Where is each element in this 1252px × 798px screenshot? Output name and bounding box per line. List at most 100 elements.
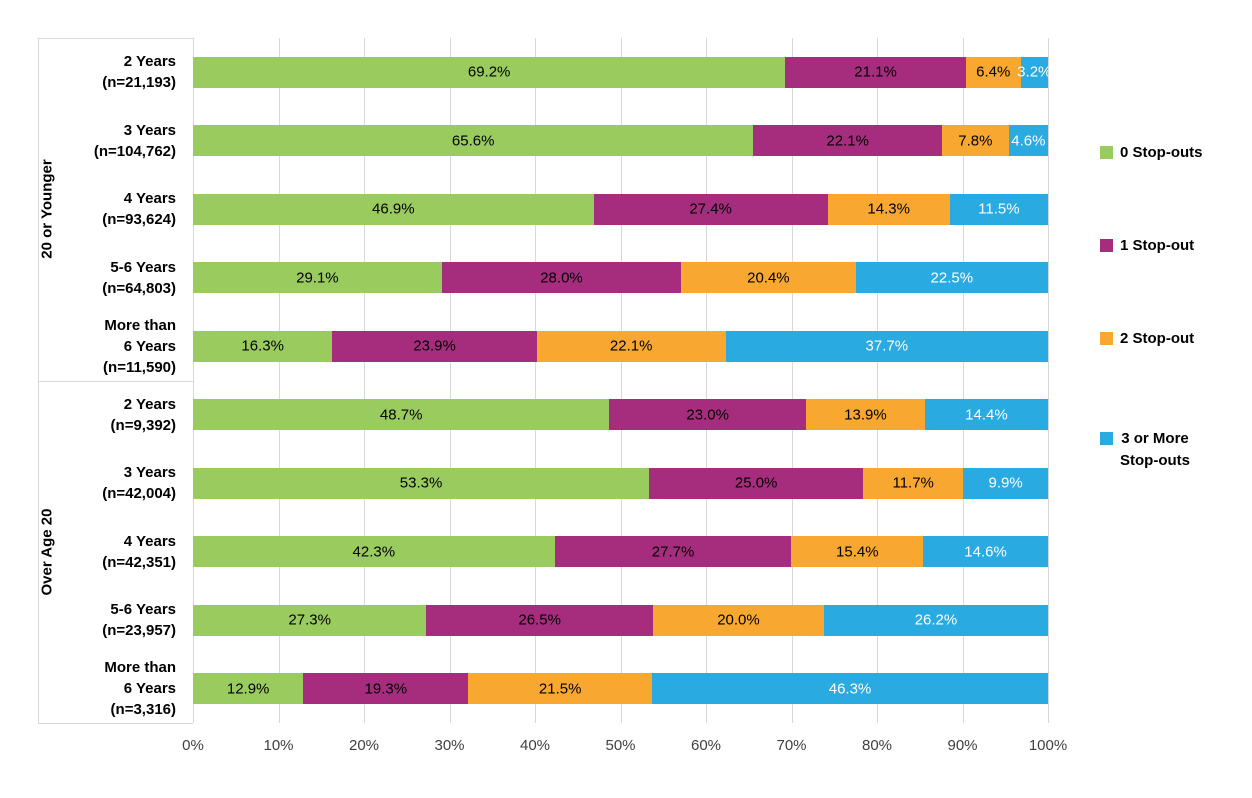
- category-label: 3 Years (n=42,004): [38, 449, 185, 518]
- bar-segment-2-stop-out: 15.4%: [791, 536, 924, 568]
- bar-segment-2-stop-out: 6.4%: [965, 56, 1021, 88]
- group-label-20-or-younger: 20 or Younger: [38, 159, 56, 259]
- x-axis-tick-label: 10%: [263, 737, 294, 754]
- data-label: 69.2%: [467, 63, 511, 81]
- data-label: 26.5%: [518, 611, 561, 629]
- data-label: 19.3%: [364, 680, 408, 698]
- category-label-line: 4 Years: [123, 190, 176, 208]
- x-axis-tick-label: 90%: [947, 737, 978, 754]
- bar-segment-2-stop-out: 11.7%: [863, 467, 964, 499]
- bar-segment-1-stop-out: 21.1%: [785, 56, 966, 88]
- legend-item-3-or-more-stop-outs: 3 or More Stop-outs: [1100, 428, 1190, 472]
- category-label: 4 Years (n=93,624): [38, 175, 185, 244]
- category-label-line: 5-6 Years: [110, 601, 176, 619]
- bar-row: 42.3% 27.7% 15.4% 14.6%: [193, 536, 1048, 568]
- x-axis-tick-label: 70%: [776, 737, 807, 754]
- legend-item-0-stop-outs: 0 Stop-outs: [1100, 142, 1203, 164]
- bar-segment-3-or-more-stop-outs: 11.5%: [949, 193, 1048, 225]
- category-label-line: (n=11,590): [103, 358, 176, 376]
- bar-segment-2-stop-out: 7.8%: [942, 125, 1009, 157]
- category-label-line: 5-6 Years: [110, 258, 176, 276]
- legend-label: 3 or More Stop-outs: [1120, 428, 1190, 472]
- legend-marker-icon: [1100, 432, 1113, 445]
- data-label: 22.5%: [930, 269, 974, 287]
- category-label-line: 6 Years: [123, 337, 176, 355]
- bar-segment-1-stop-out: 23.0%: [609, 399, 807, 431]
- legend-marker-icon: [1100, 146, 1113, 159]
- data-label: 11.5%: [978, 200, 1020, 218]
- legend-label-line: Stop-outs: [1120, 452, 1190, 469]
- x-axis-tick-label: 40%: [519, 737, 551, 754]
- data-label: 14.3%: [867, 200, 910, 218]
- bar-segment-1-stop-out: 28.0%: [441, 262, 682, 294]
- x-axis-tick-label: 20%: [348, 737, 380, 754]
- category-label: 4 Years (n=42,351): [38, 518, 185, 587]
- legend-label: 1 Stop-out: [1120, 235, 1194, 257]
- legend-label-line: 0 Stop-outs: [1120, 144, 1203, 161]
- bar-segment-1-stop-out: 25.0%: [649, 467, 864, 499]
- bar-segment-3-or-more-stop-outs: 14.6%: [923, 536, 1048, 568]
- group-separator-line: [38, 380, 193, 382]
- x-axis-tick-label: 80%: [861, 737, 893, 754]
- x-axis-tick-label: 30%: [434, 737, 465, 754]
- data-label: 12.9%: [226, 680, 270, 698]
- data-label: 42.3%: [352, 543, 396, 561]
- data-label: 20.0%: [717, 611, 760, 629]
- category-label: More than 6 Years (n=3,316): [38, 655, 185, 724]
- plot-gridline: [364, 38, 365, 723]
- bar-row: 16.3% 23.9% 22.1% 37.7%: [193, 330, 1048, 362]
- category-label: 5-6 Years (n=64,803): [38, 244, 185, 313]
- bar-segment-1-stop-out: 26.5%: [426, 604, 653, 636]
- data-label: 16.3%: [241, 337, 284, 355]
- category-label-line: (n=3,316): [110, 701, 176, 719]
- bar-segment-2-stop-out: 14.3%: [827, 193, 950, 225]
- category-label-line: (n=104,762): [93, 142, 176, 160]
- category-label: 3 Years (n=104,762): [38, 107, 185, 176]
- legend-label: 2 Stop-out: [1120, 328, 1194, 350]
- legend-label-line: 2 Stop-out: [1120, 330, 1195, 347]
- category-box-bottom-line: [38, 723, 193, 724]
- bar-segment-3-or-more-stop-outs: 9.9%: [963, 467, 1048, 499]
- bar-segment-1-stop-out: 22.1%: [753, 125, 943, 157]
- bar-segment-3-or-more-stop-outs: 3.2%: [1017, 56, 1051, 88]
- data-label: 53.3%: [399, 474, 443, 492]
- plot-gridline: [1048, 38, 1049, 723]
- bar-segment-0-stop-outs: 46.9%: [193, 193, 594, 225]
- plot-gridline: [877, 38, 878, 723]
- legend-item-1-stop-out: 1 Stop-out: [1100, 235, 1194, 257]
- data-label: 37.7%: [865, 337, 909, 355]
- category-label-line: More than: [104, 316, 176, 334]
- bar-row: 53.3% 25.0% 11.7% 9.9%: [193, 467, 1048, 499]
- bar-segment-2-stop-out: 22.1%: [536, 330, 726, 362]
- data-label: 48.7%: [379, 406, 423, 424]
- data-label: 25.0%: [734, 474, 778, 492]
- data-label: 21.1%: [854, 63, 897, 81]
- plot-gridline: [449, 38, 451, 723]
- data-label: 46.9%: [372, 200, 415, 218]
- category-label-line: 6 Years: [123, 680, 176, 698]
- data-label: 21.5%: [538, 680, 582, 698]
- bar-row: 27.3% 26.5% 20.0% 26.2%: [193, 604, 1048, 636]
- category-axis-line: [193, 38, 194, 723]
- bar-segment-1-stop-out: 23.9%: [332, 330, 537, 362]
- bar-segment-3-or-more-stop-outs: 4.6%: [1008, 125, 1048, 157]
- category-label-line: 4 Years: [123, 532, 176, 550]
- bar-segment-3-or-more-stop-outs: 46.3%: [652, 673, 1048, 705]
- x-axis-tick-label: 60%: [690, 737, 722, 754]
- data-label: 13.9%: [844, 406, 887, 424]
- category-label: More than 6 Years (n=11,590): [38, 312, 185, 381]
- plot-gridline: [706, 38, 707, 723]
- x-axis-tick-label: 0%: [182, 737, 204, 754]
- data-label: 27.7%: [651, 543, 695, 561]
- plot-gridline: [278, 38, 280, 723]
- data-label: 22.1%: [826, 132, 869, 150]
- legend-marker-icon: [1100, 239, 1113, 252]
- bar-segment-0-stop-outs: 53.3%: [193, 467, 650, 499]
- data-label: 28.0%: [540, 269, 583, 287]
- category-box-top-line: [38, 38, 193, 39]
- category-label: 5-6 Years (n=23,957): [38, 586, 185, 655]
- data-label: 23.0%: [686, 406, 729, 424]
- category-label-line: More than: [104, 659, 176, 677]
- bar-row: 29.1% 28.0% 20.4% 22.5%: [193, 262, 1048, 294]
